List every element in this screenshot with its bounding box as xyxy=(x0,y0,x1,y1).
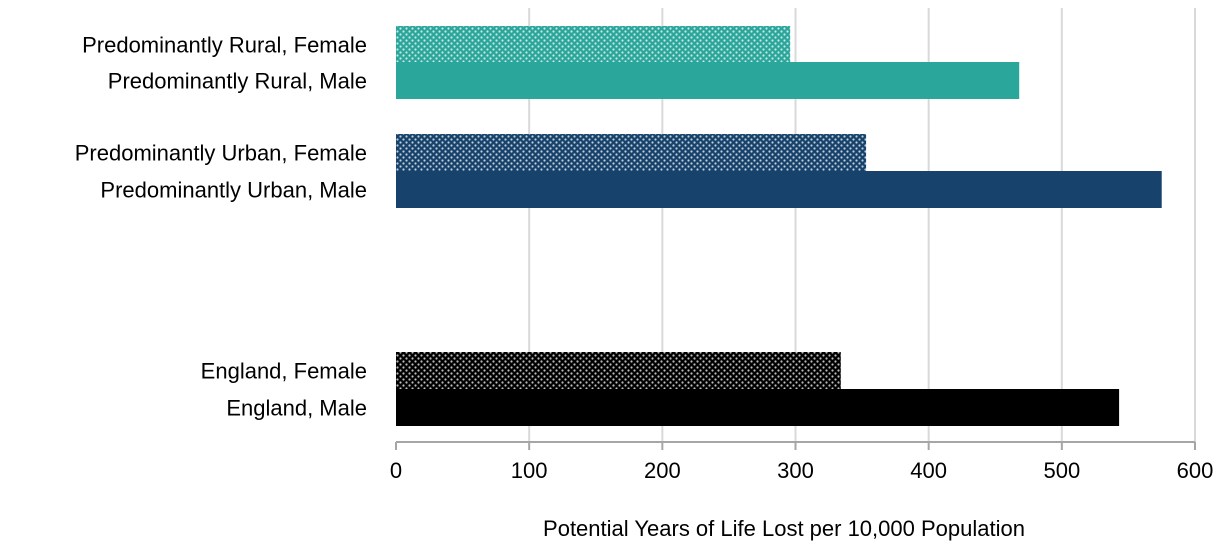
bar xyxy=(396,389,1120,426)
x-tick-label: 0 xyxy=(390,458,402,483)
category-label: England, Female xyxy=(201,359,367,384)
category-label: Predominantly Urban, Female xyxy=(75,141,367,166)
x-axis-title: Potential Years of Life Lost per 10,000 … xyxy=(543,516,1025,541)
category-label: Predominantly Rural, Female xyxy=(82,33,367,58)
category-labels: Predominantly Rural, Female Predominantly… xyxy=(75,33,367,421)
x-tick-label: 200 xyxy=(644,458,681,483)
x-axis: 0 100 200 300 400 500 600 xyxy=(390,441,1214,483)
category-label: Predominantly Rural, Male xyxy=(108,69,367,94)
category-label: England, Male xyxy=(226,396,367,421)
bar xyxy=(396,171,1162,208)
x-tick-label: 300 xyxy=(777,458,814,483)
x-tick-label: 500 xyxy=(1043,458,1080,483)
bar xyxy=(396,62,1020,99)
x-tick-label: 100 xyxy=(511,458,548,483)
bar xyxy=(396,26,791,63)
bars xyxy=(396,26,1162,426)
category-label: Predominantly Urban, Male xyxy=(100,178,367,203)
x-tick-label: 600 xyxy=(1177,458,1214,483)
bar xyxy=(396,134,867,171)
bar xyxy=(396,352,841,389)
x-tick-label: 400 xyxy=(910,458,947,483)
